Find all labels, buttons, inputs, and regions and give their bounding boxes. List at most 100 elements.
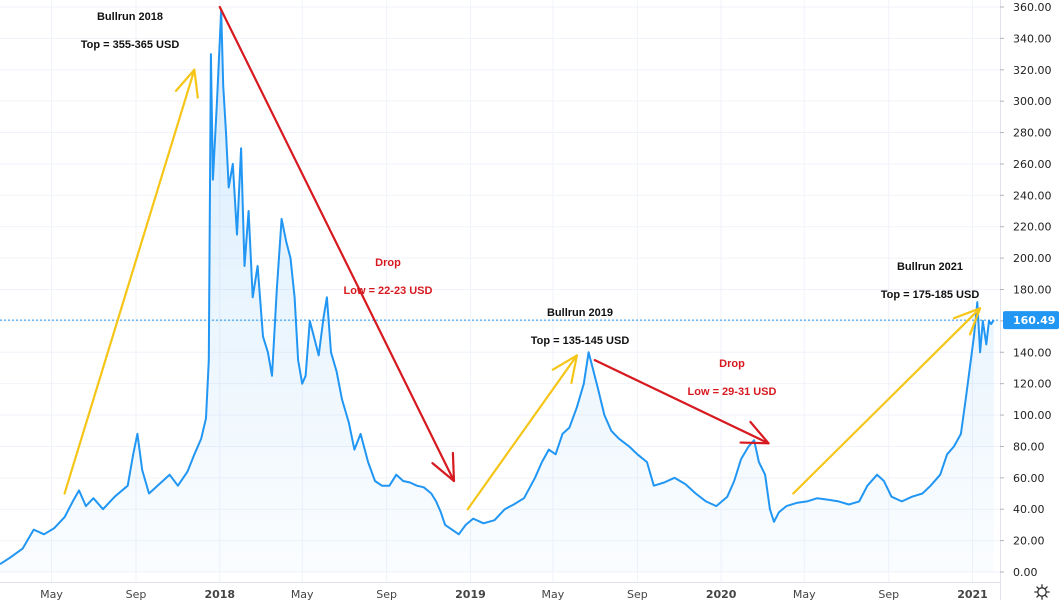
x-tick: May [542,588,565,600]
trend-arrow [63,68,199,495]
y-tick-label: 200.00 [1013,252,1052,265]
arrow-head [431,451,456,483]
x-tick: Sep [627,588,648,600]
x-axis: May Sep 2018 May Sep 2019 May Sep 2020 May Sep 2021 [40,588,988,600]
y-tick-label: 280.00 [1013,127,1052,140]
x-tick-label: 2021 [957,588,988,600]
y-tick-label: 260.00 [1013,158,1052,171]
annotation: Drop Low = 29-31 USD [688,358,777,398]
y-tick-label: 300.00 [1013,95,1052,108]
annotation-line: Bullrun 2018 [97,11,163,23]
annotation-line: Bullrun 2019 [547,307,613,319]
annotation-line: Top = 355-365 USD [81,39,180,51]
x-tick: 2021 [957,588,988,600]
trend-arrow [593,359,770,445]
y-tick: 280.00 [1000,127,1052,140]
annotation-line: Low = 29-31 USD [688,386,777,398]
x-tick-label: May [793,588,816,600]
y-tick: 20.00 [1000,535,1045,548]
arrow-head [551,354,579,384]
x-tick: May [40,588,63,600]
annotation-line: Top = 175-185 USD [881,289,980,301]
x-tick: Sep [376,588,397,600]
y-tick: 200.00 [1000,252,1052,265]
x-tick: 2020 [706,588,737,600]
y-tick: 340.00 [1000,32,1052,45]
y-tick-label: 60.00 [1013,472,1045,485]
trend-arrow [792,307,982,495]
annotation-line: Low = 22-23 USD [344,285,433,297]
y-tick: 100.00 [1000,409,1052,422]
annotation-line: Top = 135-145 USD [531,335,630,347]
arrow-shaft [792,307,982,495]
x-tick-label: 2020 [706,588,737,600]
x-tick: Sep [878,588,899,600]
annotation: Bullrun 2021 Top = 175-185 USD [881,261,980,301]
x-tick: 2019 [455,588,486,600]
annotation: Drop Low = 22-23 USD [344,257,433,297]
y-tick-label: 140.00 [1013,346,1052,359]
annotation: Bullrun 2019 Top = 135-145 USD [531,307,630,347]
y-tick: 0.00 [1000,566,1038,579]
x-tick-label: Sep [627,588,648,600]
trend-arrow [218,5,456,483]
trend-arrow [466,354,579,511]
x-tick-label: 2018 [204,588,235,600]
last-price-value: 160.49 [1013,314,1055,327]
y-tick: 260.00 [1000,158,1052,171]
y-tick-label: 20.00 [1013,535,1045,548]
y-tick-label: 80.00 [1013,440,1045,453]
trend-arrows [63,5,982,511]
arrow-shaft [593,359,770,445]
y-tick: 300.00 [1000,95,1052,108]
arrow-head [174,68,199,99]
y-tick: 360.00 [1000,1,1052,14]
y-tick-label: 0.00 [1013,566,1038,579]
y-tick: 80.00 [1000,440,1045,453]
y-tick: 140.00 [1000,346,1052,359]
arrow-shaft [218,5,456,483]
annotation-line: Drop [719,358,745,370]
price-area-fill [0,10,994,573]
x-tick: May [793,588,816,600]
arrow-head [739,420,770,445]
y-tick: 120.00 [1000,378,1052,391]
price-line [0,9,995,566]
y-tick-label: 40.00 [1013,503,1045,516]
annotation-line: Bullrun 2021 [897,261,963,273]
y-tick-label: 320.00 [1013,64,1052,77]
x-tick-label: May [542,588,565,600]
y-tick: 40.00 [1000,503,1045,516]
y-tick-label: 120.00 [1013,378,1052,391]
y-tick: 60.00 [1000,472,1045,485]
x-tick-label: Sep [126,588,147,600]
arrow-shaft [466,354,579,511]
y-axis: 0.00 20.00 40.00 60.00 80.00 100.00 120.00 140.… [1000,1,1052,579]
x-tick: May [291,588,314,600]
y-tick: 240.00 [1000,189,1052,202]
y-tick-label: 220.00 [1013,221,1052,234]
annotations: Bullrun 2018 Top = 355-365 USD Drop Low = 2… [81,11,980,398]
x-tick: 2018 [204,588,235,600]
y-tick: 180.00 [1000,284,1052,297]
y-tick-label: 180.00 [1013,284,1052,297]
x-tick-label: Sep [376,588,397,600]
y-tick-label: 360.00 [1013,1,1052,14]
y-tick-label: 340.00 [1013,32,1052,45]
annotation-line: Drop [375,257,401,269]
y-tick-label: 100.00 [1013,409,1052,422]
y-tick: 320.00 [1000,64,1052,77]
x-tick-label: May [40,588,63,600]
y-tick: 220.00 [1000,221,1052,234]
last-price-label: 160.49 [1003,311,1059,330]
x-tick-label: May [291,588,314,600]
x-tick-label: Sep [878,588,899,600]
y-tick-label: 240.00 [1013,189,1052,202]
arrow-shaft [63,68,196,495]
x-tick: Sep [126,588,147,600]
gear-icon[interactable] [1034,584,1050,600]
annotation: Bullrun 2018 Top = 355-365 USD [81,11,180,51]
arrow-head [952,307,982,336]
x-tick-label: 2019 [455,588,486,600]
